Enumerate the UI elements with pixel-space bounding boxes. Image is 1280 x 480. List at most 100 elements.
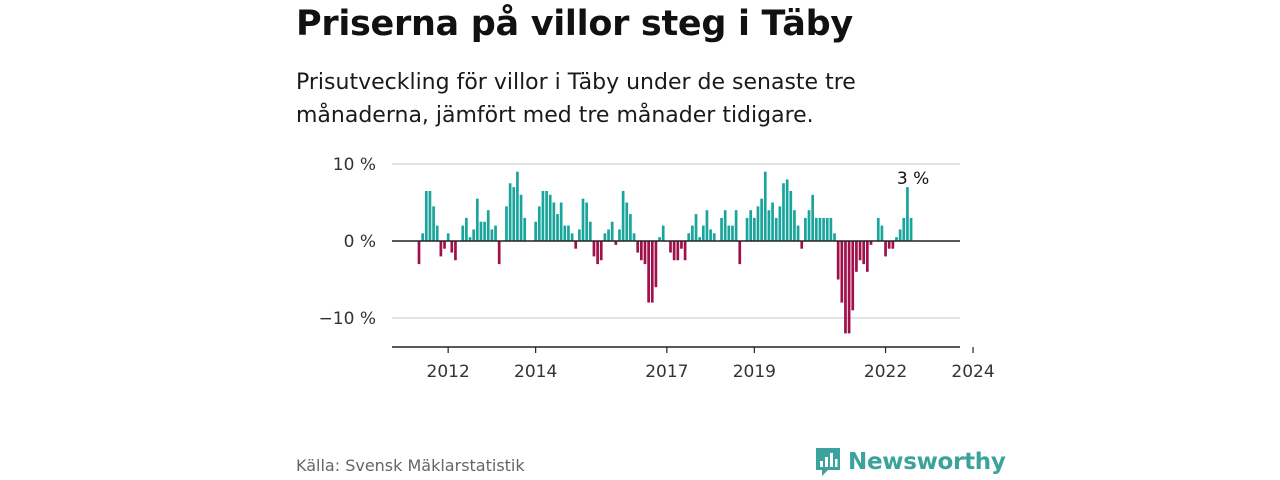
- bar: [523, 217, 527, 241]
- bar: [836, 241, 840, 280]
- bar: [752, 217, 756, 241]
- bar: [508, 183, 512, 241]
- bar: [782, 183, 785, 241]
- chart-subtitle: Prisutveckling för villor i Täby under d…: [296, 70, 856, 128]
- bar: [723, 210, 727, 241]
- bar: [563, 225, 567, 241]
- bar: [847, 241, 851, 334]
- bar: [909, 217, 913, 241]
- bar: [767, 210, 771, 241]
- x-tick-label: 2024: [951, 362, 994, 382]
- bar: [658, 237, 661, 241]
- bar: [647, 241, 650, 303]
- bar: [428, 190, 432, 241]
- bar: [588, 221, 592, 241]
- chart-title: Priserna på villor steg i Täby: [296, 4, 853, 44]
- y-tick-label: 0 %: [344, 232, 376, 252]
- bar: [505, 206, 508, 241]
- bar: [541, 190, 545, 241]
- bar: [640, 241, 643, 261]
- bar: [475, 198, 479, 241]
- bar: [709, 229, 712, 241]
- bar: [585, 202, 589, 241]
- bar: [825, 217, 829, 241]
- y-tick-label: −10 %: [319, 309, 376, 329]
- bar: [497, 241, 501, 265]
- bar: [691, 225, 694, 241]
- bar: [891, 241, 895, 249]
- bar: [607, 229, 610, 241]
- bar: [468, 237, 472, 241]
- bar: [687, 233, 691, 241]
- bar: [417, 241, 421, 265]
- bar: [694, 214, 698, 241]
- x-tick-label: 2012: [427, 362, 470, 382]
- bar: [811, 194, 815, 241]
- bar: [829, 217, 833, 241]
- bar: [669, 241, 672, 253]
- bar: [614, 241, 618, 245]
- bar: [858, 241, 862, 261]
- bar: [574, 241, 578, 249]
- bar: [450, 241, 454, 253]
- bar: [712, 233, 716, 241]
- bar: [844, 241, 847, 334]
- bar: [454, 241, 457, 261]
- bar: [512, 187, 516, 241]
- bar: [472, 229, 476, 241]
- bar: [490, 229, 494, 241]
- bar: [446, 233, 450, 241]
- bar: [895, 237, 898, 241]
- bar-chart: 10 % 0 % −10 % 2012 2014 2017 2019 2022 2024 3 %: [319, 155, 995, 382]
- bar: [851, 241, 855, 311]
- bar: [701, 225, 705, 241]
- bar: [738, 241, 742, 265]
- bar: [570, 233, 574, 241]
- bar: [479, 221, 483, 241]
- bar: [552, 202, 556, 241]
- bar: [800, 241, 804, 249]
- bar: [603, 233, 607, 241]
- bar: [596, 241, 599, 265]
- bar: [443, 241, 446, 249]
- bar: [654, 241, 658, 288]
- y-tick-label: 10 %: [333, 155, 376, 175]
- bar: [796, 225, 800, 241]
- bar: [876, 217, 880, 241]
- bar: [465, 217, 468, 241]
- bar: [676, 241, 680, 261]
- bar: [906, 187, 909, 241]
- brand-logo[interactable]: Newsworthy: [814, 446, 1006, 478]
- bar: [618, 229, 621, 241]
- bar: [731, 225, 734, 241]
- bar: [424, 190, 428, 241]
- bar: [537, 206, 541, 241]
- bar: [650, 241, 654, 303]
- bar: [760, 198, 763, 241]
- bar: [610, 221, 614, 241]
- bar: [789, 190, 793, 241]
- bar: [869, 241, 873, 245]
- bar: [855, 241, 858, 272]
- x-tick-label: 2022: [864, 362, 907, 382]
- bar: [578, 229, 581, 241]
- bar: [683, 241, 687, 261]
- bar: [705, 210, 709, 241]
- bar: [599, 241, 603, 261]
- bar: [432, 206, 435, 241]
- bar: [880, 225, 884, 241]
- bar: [581, 198, 585, 241]
- bar: [814, 217, 818, 241]
- bar: [483, 221, 486, 241]
- x-tick-label: 2014: [514, 362, 557, 382]
- bar: [661, 225, 665, 241]
- bar: [884, 241, 887, 257]
- last-value-annotation: 3 %: [897, 169, 929, 189]
- bar: [833, 233, 836, 241]
- bar: [756, 206, 760, 241]
- bar: [818, 217, 822, 241]
- bar: [727, 225, 731, 241]
- bar: [862, 241, 866, 265]
- bar: [793, 210, 796, 241]
- bar: [822, 217, 825, 241]
